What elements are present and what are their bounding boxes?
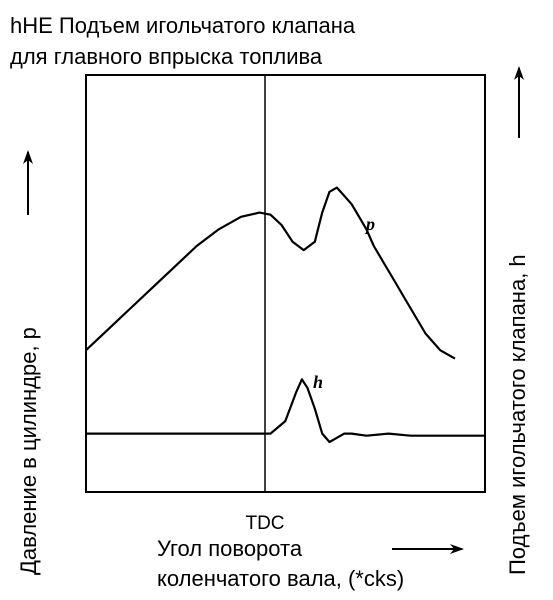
x-tick-label-tdc: TDC: [245, 513, 284, 534]
chart-title-line2: для главного впрыска топлива: [10, 44, 323, 69]
y-axis-label-right: Подъем игольчатого клапана, h: [505, 254, 530, 575]
chart-title-line1: hHE Подъем игольчатого клапана: [10, 13, 356, 38]
x-axis-label-line2: коленчатого вала, (*cks): [157, 566, 404, 591]
series-label-h: h: [313, 372, 323, 392]
y-axis-label-left: Давление в цилиндре, p: [16, 327, 41, 575]
series-line-p: [85, 186, 456, 360]
x-axis-label-line1: Угол поворота: [157, 536, 303, 561]
plot-frame: [85, 74, 486, 493]
series-label-p: p: [364, 214, 375, 234]
series-line-h: [86, 378, 485, 444]
